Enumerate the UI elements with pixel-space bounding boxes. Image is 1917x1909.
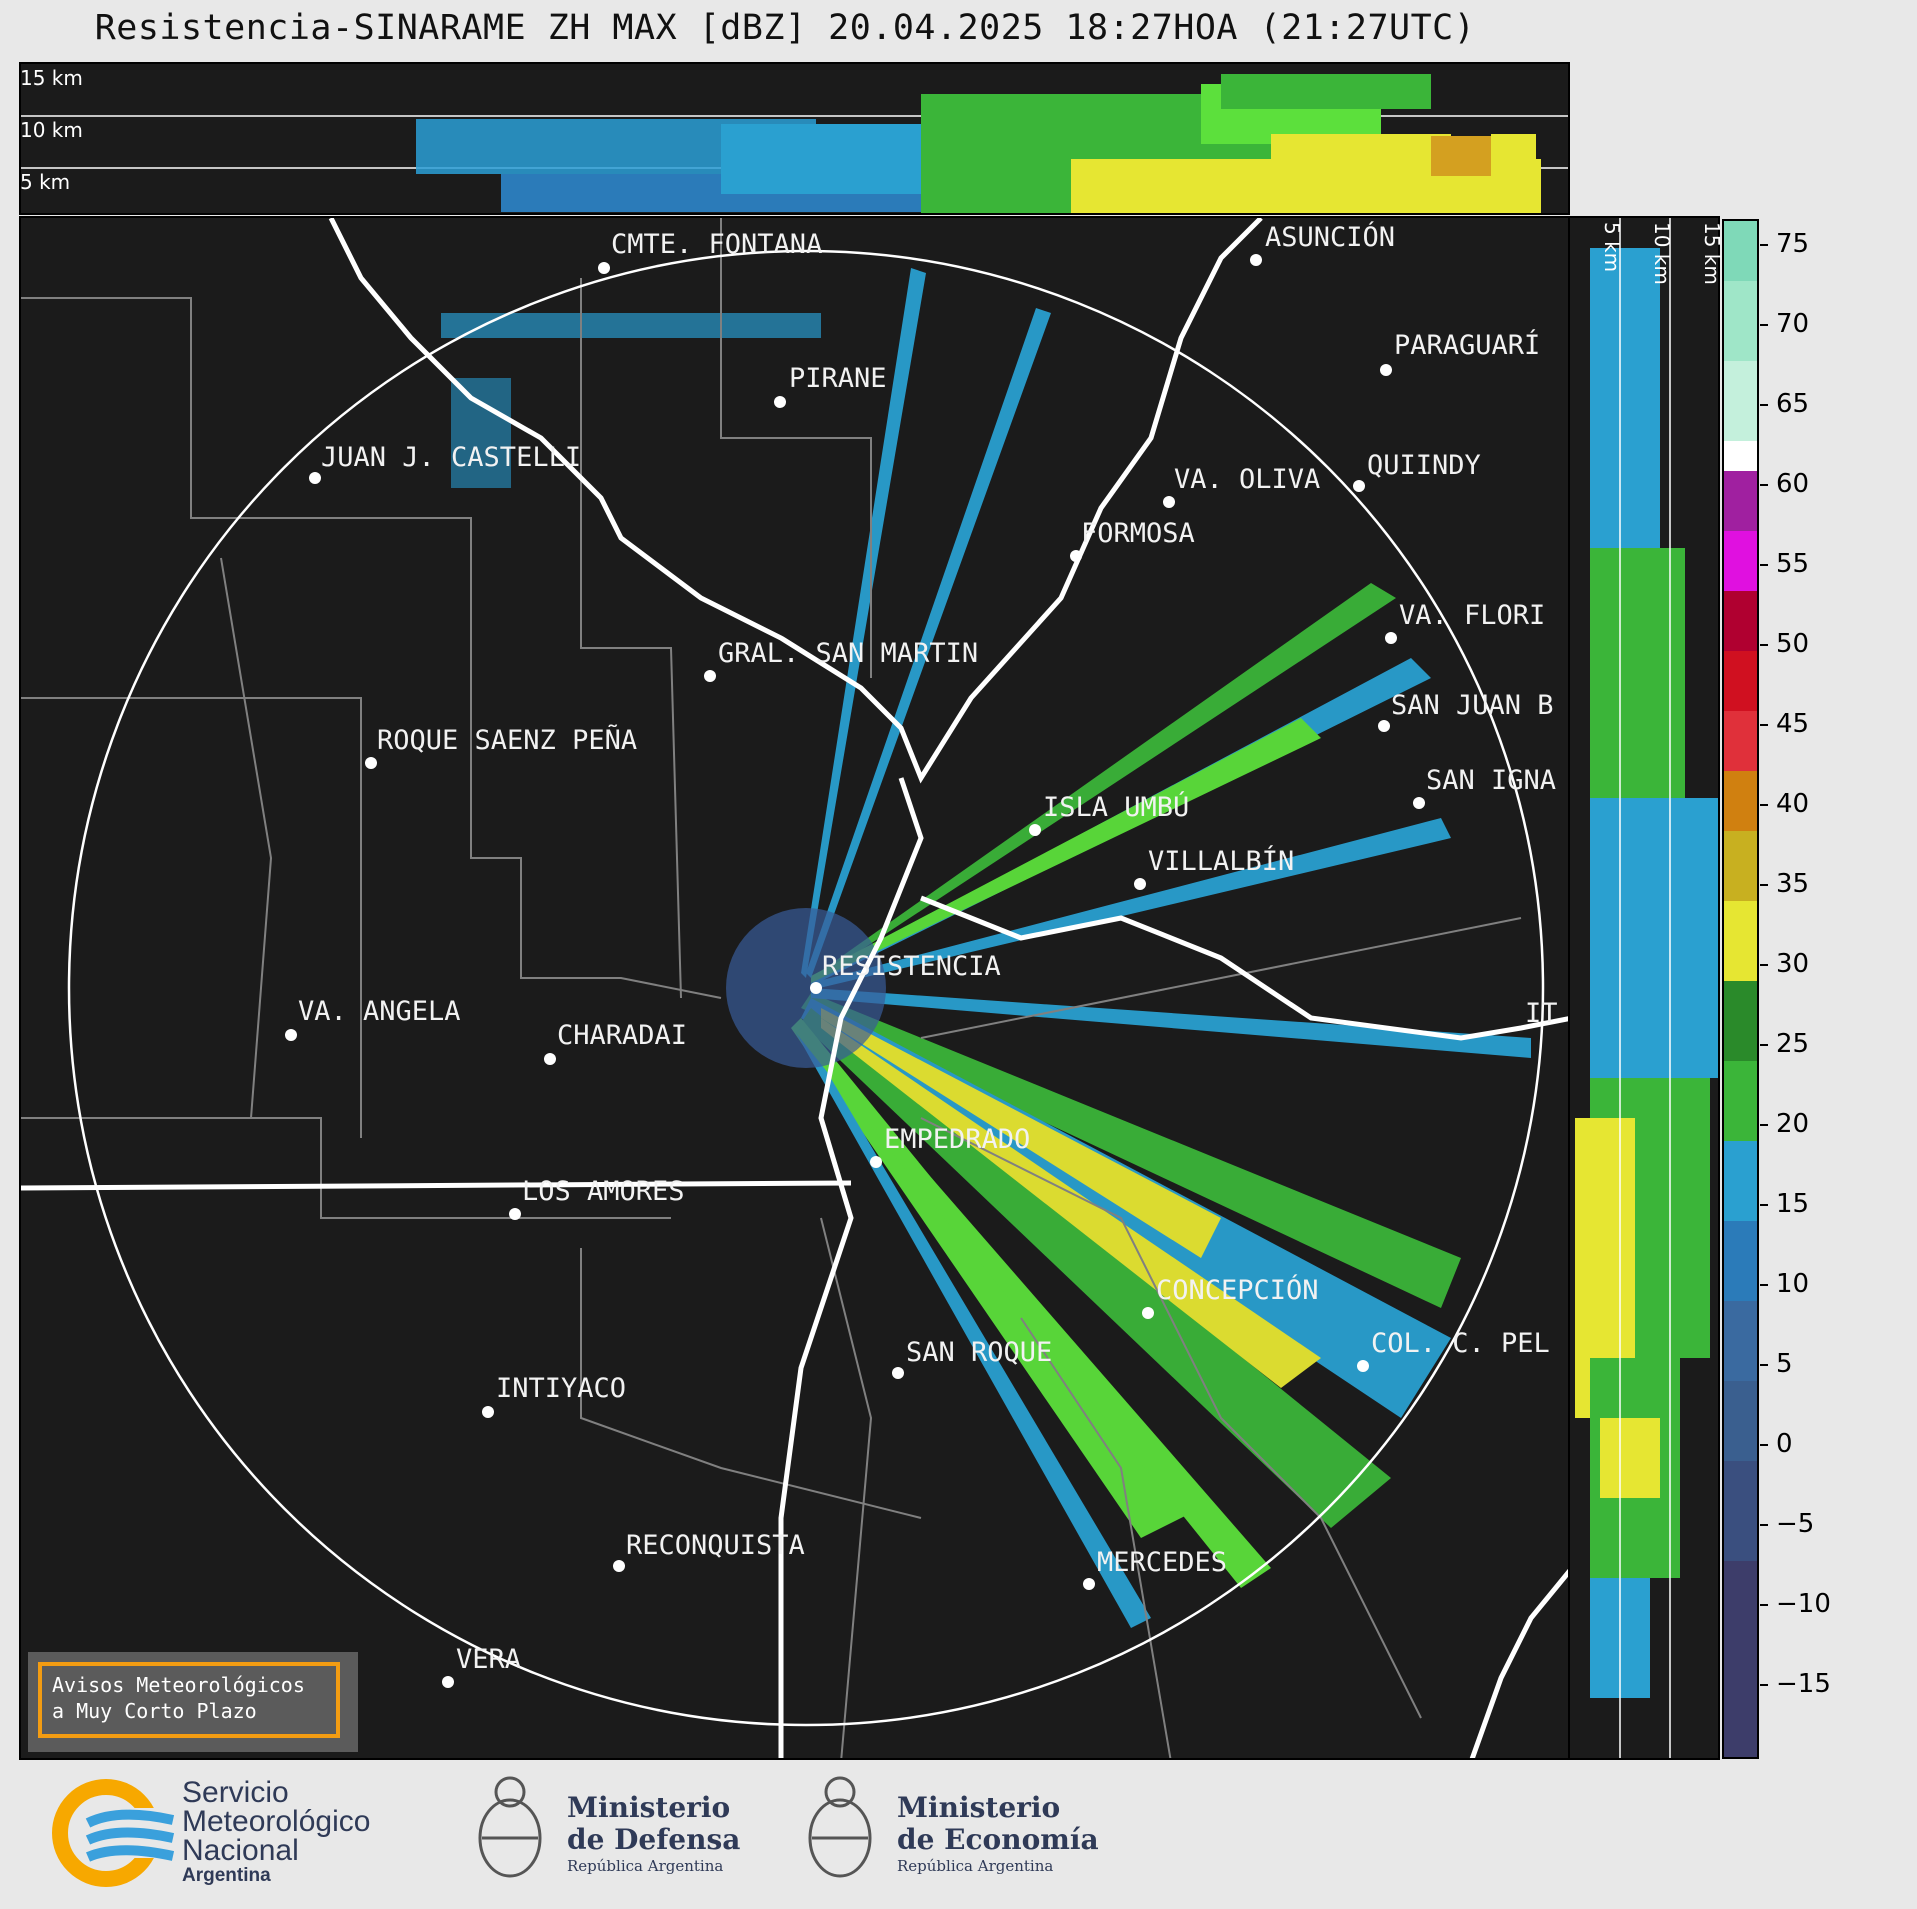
colorbar-tick (1760, 884, 1768, 886)
side-height-label-10: 10 km (1650, 222, 1674, 285)
colorbar-tick (1760, 324, 1768, 326)
city-label-mercedes: MERCEDES (1097, 1547, 1228, 1578)
city-label-villalbin: VILLALBÍN (1148, 846, 1295, 877)
city-label-va-flori: VA. FLORI (1399, 600, 1546, 631)
colorbar-tick-label: 15 (1776, 1189, 1810, 1219)
colorbar-tick-label: −5 (1776, 1509, 1815, 1539)
colorbar-tick-label: 10 (1776, 1269, 1810, 1299)
colorbar-tick (1760, 804, 1768, 806)
city-label-roque-saenz-pena: ROQUE SAENZ PEÑA (377, 725, 638, 756)
colorbar-tick (1760, 484, 1768, 486)
city-label-san-roque: SAN ROQUE (906, 1337, 1053, 1368)
colorbar-tick (1760, 1364, 1768, 1366)
colorbar-tick-label: 30 (1776, 949, 1810, 979)
colorbar-tick (1760, 1684, 1768, 1686)
radar-map (21, 218, 1568, 1758)
city-label-asuncion: ASUNCIÓN (1265, 222, 1396, 253)
colorbar-tick (1760, 1044, 1768, 1046)
colorbar-tick-label: 50 (1776, 629, 1810, 659)
colorbar-tick-label: 25 (1776, 1029, 1810, 1059)
colorbar-tick-label: 65 (1776, 389, 1810, 419)
colorbar-tick (1760, 724, 1768, 726)
coat-of-arms-icon (478, 1776, 542, 1878)
colorbar-tick (1760, 644, 1768, 646)
reflectivity-colorbar (1722, 219, 1759, 1759)
city-label-va-oliva: VA. OLIVA (1174, 464, 1321, 495)
city-label-formosa: FORMOSA (1081, 518, 1195, 549)
colorbar-tick (1760, 1604, 1768, 1606)
defensa-name: Ministerio de Defensa República Argentin… (567, 1791, 741, 1876)
city-label-cmte-fontana: CMTE. FONTANA (611, 229, 823, 260)
city-label-gral-san-martin: GRAL. SAN MARTIN (718, 638, 979, 669)
city-label-empedrado: EMPEDRADO (884, 1124, 1031, 1155)
radar-map-panel (19, 216, 1570, 1760)
colorbar-tick (1760, 1124, 1768, 1126)
colorbar-tick-label: 45 (1776, 709, 1810, 739)
side-height-label-5: 5 km (1600, 222, 1624, 273)
economia-name: Ministerio de Economía República Argenti… (897, 1791, 1099, 1876)
city-label-los-amores: LOS AMORES (522, 1176, 685, 1207)
warning-line-1: Avisos Meteorológicos (52, 1673, 305, 1697)
city-label-isla-umbu: ISLA UMBÚ (1043, 792, 1190, 823)
colorbar-tick-label: 5 (1776, 1349, 1793, 1379)
colorbar-tick-label: 20 (1776, 1109, 1810, 1139)
city-label-vera: VERA (456, 1644, 522, 1675)
city-label-san-igna: SAN IGNA (1426, 765, 1557, 796)
city-label-col-c-pel: COL. C. PEL (1371, 1328, 1550, 1359)
colorbar-tick (1760, 244, 1768, 246)
top-height-label-5: 5 km (20, 170, 71, 194)
city-label-paraguari: PARAGUARÍ (1394, 330, 1541, 361)
radar-echoes (441, 268, 1531, 1628)
colorbar-tick (1760, 1284, 1768, 1286)
colorbar-tick-label: 0 (1776, 1429, 1793, 1459)
city-label-reconquista: RECONQUISTA (626, 1530, 805, 1561)
city-label-resistencia: RESISTENCIA (822, 951, 1001, 982)
top-cross-section-echoes (21, 74, 1568, 213)
city-markers (285, 254, 1425, 1688)
colorbar-tick (1760, 1204, 1768, 1206)
side-cross-section-panel (1570, 216, 1720, 1760)
city-label-charadai: CHARADAI (557, 1020, 688, 1051)
side-height-label-15: 15 km (1700, 222, 1724, 285)
colorbar-tick-label: 70 (1776, 309, 1810, 339)
colorbar-tick-label: 40 (1776, 789, 1810, 819)
colorbar-tick-label: 60 (1776, 469, 1810, 499)
city-label-pirane: PIRANE (789, 363, 887, 394)
colorbar-tick (1760, 964, 1768, 966)
city-label-it: IT (1525, 998, 1558, 1029)
city-label-san-juan-b: SAN JUAN B (1391, 690, 1554, 721)
colorbar-tick (1760, 1524, 1768, 1526)
top-cross-section-panel (19, 62, 1570, 215)
range-ring (67, 249, 1545, 1727)
colorbar-tick-label: 75 (1776, 229, 1810, 259)
colorbar-tick-label: 55 (1776, 549, 1810, 579)
chart-title: Resistencia-SINARAME ZH MAX [dBZ] 20.04.… (94, 8, 1476, 48)
warning-box: Avisos Meteorológicos a Muy Corto Plazo (38, 1662, 340, 1738)
colorbar-tick-label: 35 (1776, 869, 1810, 899)
top-height-label-15: 15 km (20, 66, 83, 90)
colorbar-tick (1760, 1444, 1768, 1446)
side-cross-section-echoes (1575, 218, 1718, 1758)
national-borders (21, 218, 1568, 1758)
warning-line-2: a Muy Corto Plazo (52, 1699, 257, 1723)
city-label-juan-j-castelli: JUAN J. CASTELLI (321, 442, 582, 473)
footer: Servicio Meteorológico Nacional Argentin… (0, 1760, 1917, 1909)
smn-name: Servicio Meteorológico Nacional Argentin… (182, 1776, 371, 1887)
top-height-label-10: 10 km (20, 118, 83, 142)
city-label-quiindy: QUIINDY (1367, 450, 1481, 481)
smn-logo-icon (52, 1779, 178, 1887)
colorbar-tick (1760, 564, 1768, 566)
city-label-va-angela: VA. ANGELA (298, 996, 461, 1027)
colorbar-tick (1760, 404, 1768, 406)
city-label-intiyaco: INTIYACO (496, 1373, 627, 1404)
department-borders (21, 218, 1522, 1758)
colorbar-tick-label: −15 (1776, 1669, 1831, 1699)
coat-of-arms-icon (808, 1776, 872, 1878)
city-label-concepcion: CONCEPCIÓN (1156, 1275, 1319, 1306)
colorbar-tick-label: −10 (1776, 1589, 1831, 1619)
